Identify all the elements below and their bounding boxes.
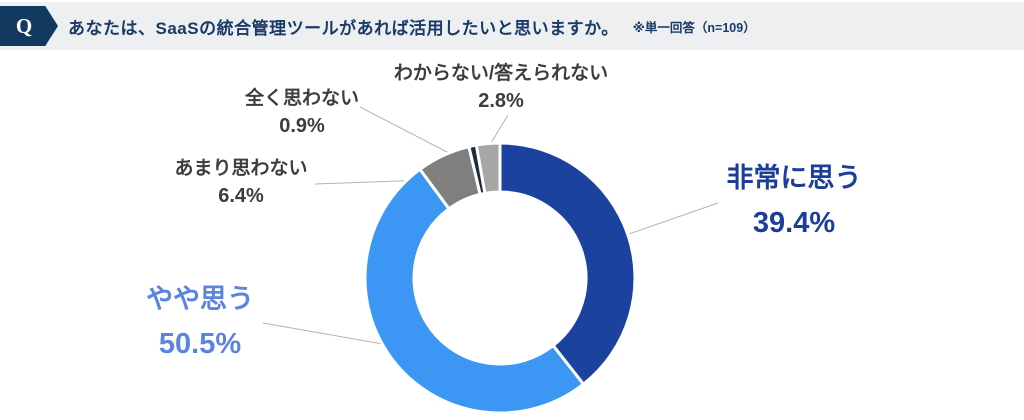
leader-line-4	[490, 114, 509, 144]
segment-percent: 2.8%	[478, 90, 524, 112]
segment-name: やや思う	[146, 284, 254, 314]
question-note: ※単一回答（n=109）	[632, 20, 756, 35]
donut-segments	[363, 141, 637, 415]
segment-percent: 39.4%	[752, 207, 836, 239]
donut-segment-0	[498, 141, 637, 387]
segment-name: あまり思わない	[174, 158, 308, 179]
donut-segment-4	[474, 141, 502, 196]
segment-label-not-at-all: 全く思わない 0.9%	[172, 86, 432, 138]
segment-name: 非常に思う	[726, 163, 862, 193]
segment-percent: 0.9%	[279, 115, 325, 137]
question-badge: Q	[0, 6, 58, 46]
donut-segment-1	[363, 167, 586, 415]
segment-label-unknown: わからない/答えられない 2.8%	[351, 61, 651, 113]
segment-percent: 50.5%	[158, 328, 242, 360]
question-header-bar: Q あなたは、SaaSの統合管理ツールがあれば活用したいと思いますか。 ※単一回…	[0, 2, 1024, 50]
question-title: あなたは、SaaSの統合管理ツールがあれば活用したいと思いますか。	[68, 18, 619, 38]
segment-name: わからない/答えられない	[393, 63, 609, 84]
segment-percent: 6.4%	[218, 185, 264, 207]
segment-label-very: 非常に思う 39.4%	[664, 160, 924, 240]
leader-line-1	[262, 322, 395, 347]
segment-label-not-really: あまり思わない 6.4%	[111, 156, 371, 208]
segment-name: 全く思わない	[244, 88, 359, 109]
segment-label-somewhat: やや思う 50.5%	[70, 281, 330, 361]
question-badge-label: Q	[15, 13, 33, 38]
